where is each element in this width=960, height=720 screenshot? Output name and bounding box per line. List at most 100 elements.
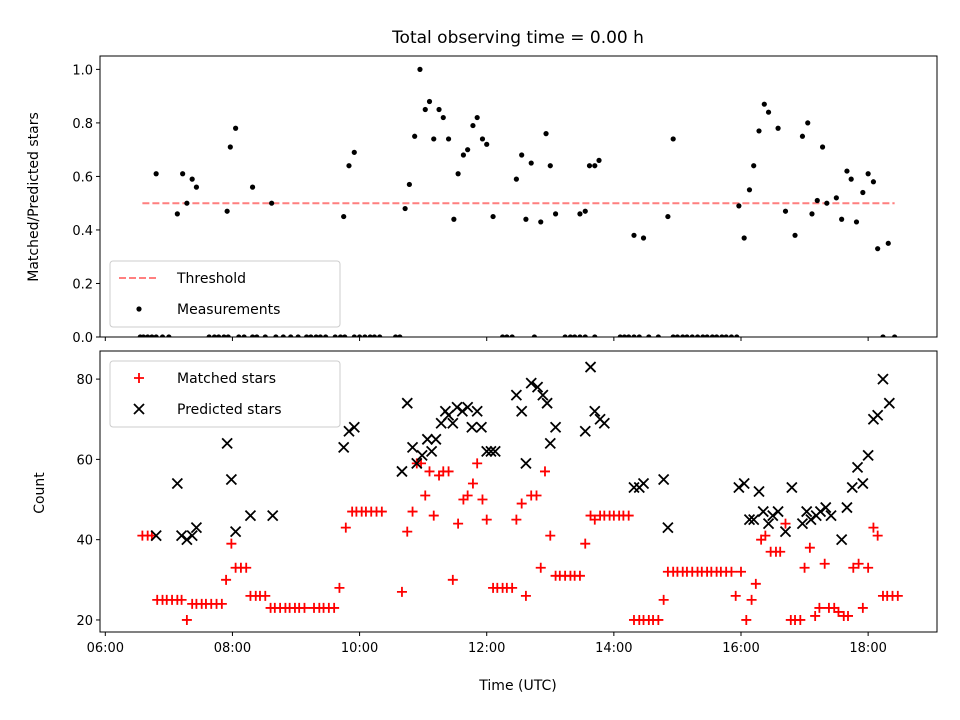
measurement-point	[577, 211, 583, 217]
measurement-point	[719, 334, 725, 337]
measurement-point	[592, 163, 598, 169]
measurement-point	[351, 149, 357, 155]
measurement-point	[422, 106, 428, 113]
matched-stars-point	[810, 610, 821, 621]
matched-stars-point	[462, 490, 473, 501]
predicted-stars-point	[221, 437, 233, 449]
measurement-point	[371, 334, 378, 337]
measurement-point	[262, 334, 268, 337]
ratio-legend-box	[109, 260, 341, 328]
predicted-stars-point	[779, 526, 792, 538]
predicted-stars-point	[549, 421, 562, 433]
count-legend: Matched stars Predicted stars	[109, 360, 341, 428]
measurement-point	[145, 334, 151, 337]
legend-measurements-label: Measurements	[177, 302, 280, 318]
count-y-axis-label: Count	[32, 472, 48, 514]
predicted-stars-point	[267, 509, 279, 522]
count-y-tick-label: 20	[76, 614, 93, 629]
x-tick-label: 10:00	[341, 641, 378, 656]
predicted-stars-point	[877, 373, 889, 385]
measurement-point	[636, 334, 642, 337]
measurement-point	[288, 334, 294, 337]
matched-stars-point	[407, 506, 418, 517]
measurement-point	[470, 122, 476, 129]
measurement-point	[665, 213, 671, 220]
measurement-point	[313, 334, 319, 337]
predicted-stars-point	[406, 441, 419, 453]
matched-stars-point	[376, 506, 387, 517]
measurement-point	[490, 213, 496, 220]
measurement-point	[436, 106, 442, 113]
measurement-point	[180, 171, 186, 177]
predicted-stars-point	[525, 377, 537, 389]
predicted-stars-point	[872, 409, 884, 421]
measurement-point	[833, 195, 839, 201]
predicted-stars-point	[820, 501, 832, 514]
measurement-point	[211, 334, 218, 337]
measurement-point	[402, 205, 408, 212]
matched-stars-point	[653, 614, 664, 625]
predicted-stars-point	[244, 509, 257, 522]
measurement-point	[397, 334, 403, 337]
matched-stars-point	[545, 530, 556, 541]
measurement-point	[756, 128, 762, 134]
matched-stars-point	[428, 510, 439, 521]
measurement-point	[646, 334, 652, 337]
measurement-point	[474, 114, 480, 121]
measurement-point	[184, 200, 190, 206]
ratio-y-tick-label: 0.2	[72, 277, 93, 292]
predicted-stars-point	[531, 381, 544, 393]
measurement-point	[295, 334, 301, 337]
measurement-point	[317, 334, 323, 337]
matched-stars-point	[216, 598, 227, 609]
measurement-point	[714, 334, 720, 337]
legend-measurements-swatch	[136, 306, 142, 312]
x-tick-label: 08:00	[214, 641, 251, 656]
measurement-point	[431, 136, 437, 142]
measurement-point	[860, 189, 866, 196]
ratio-panel: 0.0 0.2 0.4 0.6 0.8 1.0 Threshold Measurements	[72, 55, 938, 346]
measurement-point	[839, 216, 845, 222]
predicted-stars-point	[229, 526, 242, 538]
matched-stars-point	[396, 586, 407, 597]
measurement-point	[193, 184, 200, 190]
predicted-stars-point	[175, 530, 188, 542]
predicted-stars-point	[425, 445, 438, 457]
measurement-point	[367, 334, 373, 337]
measurement-point	[543, 131, 549, 137]
measurement-point	[741, 235, 747, 241]
predicted-stars-point	[396, 465, 408, 478]
measurement-point	[631, 334, 637, 337]
measurement-point	[269, 200, 275, 206]
predicted-stars-point	[796, 517, 809, 530]
predicted-stars-point	[430, 433, 442, 445]
predicted-stars-point	[851, 461, 864, 474]
matched-stars-point	[574, 570, 585, 581]
matched-stars-point	[453, 518, 464, 529]
measurement-point	[848, 176, 854, 182]
predicted-stars-point	[348, 421, 360, 433]
predicted-stars-point	[411, 457, 423, 470]
measurement-point	[479, 136, 486, 142]
ratio-plot-area	[137, 66, 898, 337]
measurement-point	[670, 334, 676, 337]
predicted-stars-point	[456, 405, 468, 417]
measurement-point	[273, 334, 279, 337]
matched-stars-point	[741, 614, 752, 625]
measurement-point	[670, 136, 676, 142]
measurement-point	[342, 334, 348, 337]
measurement-point	[572, 334, 578, 337]
matched-stars-point	[226, 538, 237, 549]
matched-stars-point	[477, 494, 488, 505]
predicted-stars-point	[485, 445, 497, 457]
matched-stars-point	[447, 574, 458, 585]
measurement-point	[582, 208, 588, 214]
predicted-stars-point	[753, 485, 765, 498]
measurement-point	[241, 334, 247, 337]
predicted-stars-point	[520, 457, 532, 470]
measurement-point	[308, 334, 314, 337]
matched-stars-point	[340, 522, 351, 533]
matched-stars-point	[589, 514, 600, 525]
legend-threshold-label: Threshold	[176, 271, 246, 287]
predicted-stars-point	[150, 530, 162, 542]
